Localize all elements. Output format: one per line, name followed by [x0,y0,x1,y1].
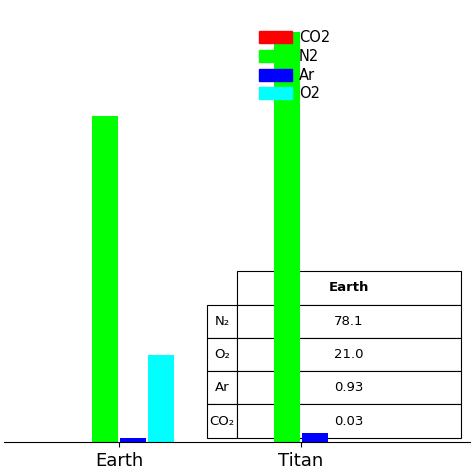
Bar [302,432,328,442]
Bar [274,32,300,442]
Legend: CO2, N2, Ar, O2: CO2, N2, Ar, O2 [254,25,336,107]
Bar [92,116,118,442]
Bar [120,438,146,442]
Bar [148,355,174,442]
